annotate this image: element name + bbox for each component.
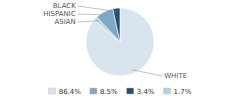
leader-line (133, 70, 163, 76)
legend-label: 8.5% (100, 88, 118, 96)
legend-item: 1.7% (164, 88, 192, 96)
leader-line (78, 14, 106, 16)
chart: WHITE ASIANHISPANICBLACK 86.4% 8.5% 3.4% 1.7% (0, 0, 240, 100)
legend-swatch (90, 88, 97, 94)
slice-label: BLACK (53, 2, 76, 10)
slice-label: ASIAN (54, 18, 75, 26)
legend-swatch (127, 88, 134, 94)
legend-label: 3.4% (137, 88, 155, 96)
legend-label: 86.4% (59, 88, 82, 96)
slice-label: HISPANIC (43, 10, 76, 18)
legend-label: 1.7% (174, 88, 192, 96)
legend-item: 8.5% (90, 88, 118, 96)
annotations: WHITE ASIANHISPANICBLACK (43, 2, 187, 80)
pie-slice (86, 8, 154, 76)
legend-swatch (49, 88, 56, 94)
pie (86, 8, 154, 76)
pie-slice (97, 9, 120, 42)
legend: 86.4% 8.5% 3.4% 1.7% (49, 88, 192, 96)
legend-swatch (164, 88, 171, 94)
legend-item: 86.4% (49, 88, 82, 96)
leader-line (78, 6, 117, 12)
leader-line (78, 21, 98, 22)
pie-slice (113, 8, 120, 42)
legend-item: 3.4% (127, 88, 155, 96)
slice-label: WHITE (164, 72, 187, 80)
